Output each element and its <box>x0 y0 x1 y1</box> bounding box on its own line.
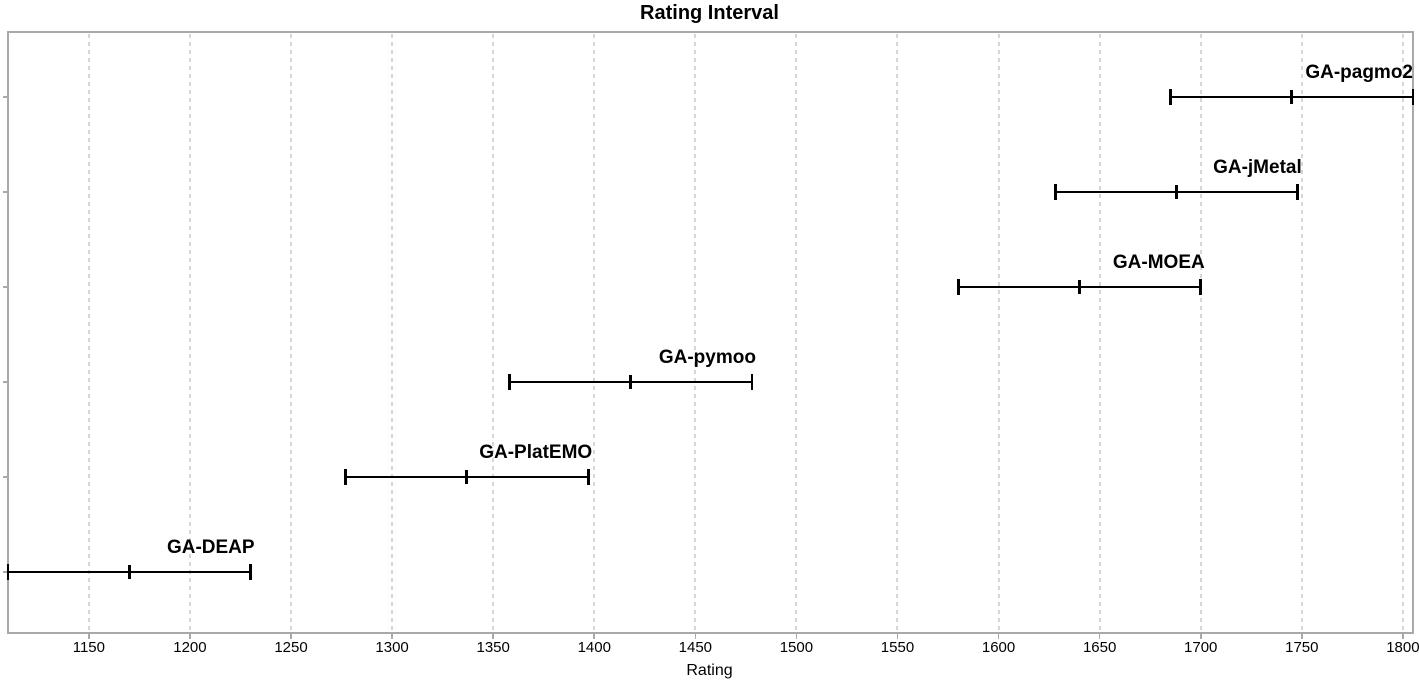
y-tick <box>3 476 8 478</box>
y-tick <box>3 191 8 193</box>
interval-cap-low <box>507 374 511 390</box>
interval-cap-high <box>1296 184 1300 200</box>
interval-center-tick <box>127 565 131 579</box>
x-tick-label: 1550 <box>880 639 915 656</box>
x-tick <box>694 634 697 639</box>
x-tick <box>896 634 899 639</box>
x-tick <box>492 634 494 639</box>
gridline <box>694 34 697 632</box>
x-tick <box>1402 634 1404 639</box>
x-tick-label: 1400 <box>577 639 611 656</box>
gridline <box>1401 34 1404 632</box>
x-tick <box>1098 634 1101 639</box>
x-tick-label: 1150 <box>72 639 105 656</box>
interval-cap-high <box>1199 279 1203 295</box>
gridline <box>896 34 899 632</box>
y-tick <box>3 571 8 573</box>
gridline <box>290 34 293 632</box>
plot-area <box>7 31 1414 634</box>
interval-cap-low <box>344 469 347 485</box>
series-label: GA-MOEA <box>1112 252 1205 273</box>
x-tick <box>997 634 1000 639</box>
y-tick <box>3 286 8 288</box>
x-tick-label: 1750 <box>1285 639 1319 656</box>
x-tick-label: 1350 <box>476 639 510 656</box>
interval-cap-high <box>586 469 590 485</box>
y-tick <box>3 96 8 98</box>
x-tick <box>189 634 191 639</box>
interval-cap-high <box>1411 89 1415 105</box>
gridline <box>795 34 798 632</box>
x-tick-label: 1450 <box>678 639 713 656</box>
interval-cap-low <box>1053 184 1057 200</box>
interval-center-tick <box>1078 280 1081 294</box>
x-tick <box>391 634 393 639</box>
x-tick <box>795 634 798 639</box>
gridline <box>87 34 90 632</box>
gridline <box>492 34 495 632</box>
series-label: GA-pagmo2 <box>1305 62 1413 83</box>
series-label: GA-DEAP <box>166 537 255 558</box>
chart-title: Rating Interval <box>640 2 779 24</box>
x-tick <box>1199 634 1202 639</box>
interval-cap-low <box>6 564 10 580</box>
x-tick-label: 1650 <box>1082 639 1117 656</box>
x-tick <box>593 634 596 639</box>
x-tick <box>88 634 90 639</box>
gridline <box>997 34 1000 632</box>
gridline <box>188 34 191 632</box>
interval-cap-high <box>750 374 754 390</box>
series-label: GA-jMetal <box>1213 157 1302 178</box>
series-label: GA-PlatEMO <box>479 442 593 463</box>
x-tick-label: 1700 <box>1184 639 1218 656</box>
series-label: GA-pymoo <box>658 347 756 368</box>
interval-center-tick <box>629 375 633 389</box>
x-tick-label: 1300 <box>375 639 409 656</box>
y-tick <box>3 381 8 383</box>
x-tick-label: 1800 <box>1386 639 1419 656</box>
x-tick <box>1301 634 1303 639</box>
interval-cap-low <box>1169 89 1172 105</box>
x-tick-label: 1200 <box>173 639 207 656</box>
interval-cap-low <box>956 279 960 295</box>
gridline <box>1199 34 1202 632</box>
x-tick-label: 1500 <box>779 639 814 656</box>
x-tick-label: 1250 <box>274 639 308 656</box>
x-tick <box>290 634 292 639</box>
interval-center-tick <box>1290 90 1294 104</box>
gridline <box>1098 34 1101 632</box>
interval-center-tick <box>465 470 469 484</box>
gridline <box>1300 34 1303 632</box>
gridline <box>593 34 596 632</box>
x-tick-label: 1600 <box>981 639 1016 656</box>
x-axis-label: Rating <box>686 662 733 679</box>
interval-cap-high <box>249 564 252 580</box>
gridline <box>391 34 394 632</box>
interval-center-tick <box>1175 185 1178 199</box>
